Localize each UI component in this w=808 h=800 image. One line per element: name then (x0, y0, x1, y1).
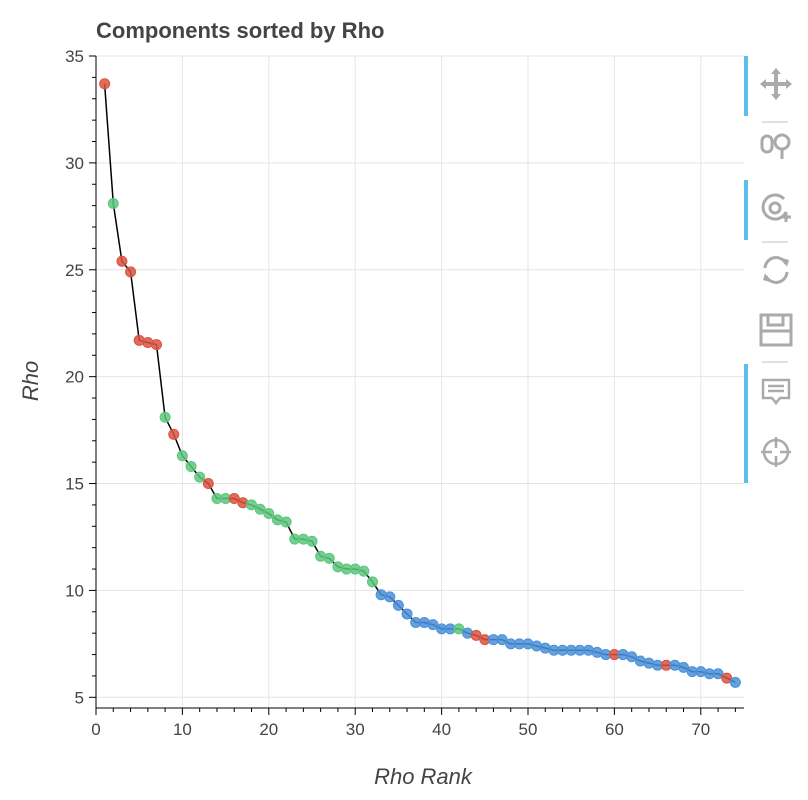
box-zoom-icon (758, 128, 794, 169)
y-tick-label: 20 (65, 368, 84, 387)
data-point-green (280, 516, 292, 528)
data-point-green (306, 535, 318, 547)
chart-plot[interactable]: 5 10 15 20 25 30 35 0 10 20 30 40 50 60 70 Rho Rank Rh… (0, 0, 744, 800)
x-tick-label: 20 (259, 720, 278, 739)
grid-lines (95, 55, 744, 708)
chart-toolbar (744, 56, 804, 496)
toolbar-separator (762, 361, 788, 363)
chart-title: Components sorted by Rho (96, 18, 385, 43)
data-point-red (228, 493, 240, 505)
wheel-zoom-tool-button[interactable] (756, 190, 796, 230)
hover-tool-button[interactable] (756, 374, 796, 414)
x-tick-label: 40 (432, 720, 451, 739)
data-point-blue (427, 619, 439, 631)
data-point-green (107, 198, 119, 210)
data-point-blue (401, 608, 413, 620)
x-axis-label: Rho Rank (374, 764, 473, 789)
hover-active-indicator (744, 364, 748, 483)
toolbar-separator (762, 121, 788, 123)
data-point-blue (678, 661, 690, 673)
x-tick-label: 60 (605, 720, 624, 739)
data-point-green (453, 623, 465, 635)
crosshair-icon (758, 434, 794, 475)
x-tick-label: 50 (519, 720, 538, 739)
data-point-green (246, 499, 258, 511)
pan-tool-button[interactable] (756, 66, 796, 106)
data-point-red (470, 629, 482, 641)
data-point-green (323, 552, 335, 564)
data-points (99, 78, 741, 688)
y-axis-label: Rho (18, 361, 43, 401)
data-point-green (366, 576, 378, 588)
box-zoom-tool-button[interactable] (756, 128, 796, 168)
data-point-green (194, 471, 206, 483)
reset-icon (758, 252, 794, 293)
save-tool-button[interactable] (756, 312, 796, 352)
series-line (103, 83, 736, 683)
wheel-zoom-active-indicator (744, 180, 748, 240)
data-point-red (116, 255, 128, 267)
move-arrows-icon (758, 66, 794, 107)
hover-tooltip-icon (758, 374, 794, 415)
data-point-blue (496, 634, 508, 646)
data-point-blue (392, 599, 404, 611)
save-icon (758, 312, 794, 353)
data-point-red (99, 78, 111, 90)
data-point-red (202, 478, 214, 490)
data-point-blue (626, 651, 638, 663)
data-point-red (168, 428, 180, 440)
y-tick-label: 10 (65, 581, 84, 600)
crosshair-tool-button[interactable] (756, 434, 796, 474)
y-tick-label: 25 (65, 261, 84, 280)
data-point-red (150, 339, 162, 351)
data-point-blue (384, 591, 396, 603)
axes: 5 10 15 20 25 30 35 0 10 20 30 40 50 60 70 (65, 47, 744, 739)
data-point-blue (712, 668, 724, 680)
reset-tool-button[interactable] (756, 252, 796, 292)
data-point-green (185, 460, 197, 472)
rho-line (103, 83, 736, 683)
x-tick-label: 10 (173, 720, 192, 739)
y-tick-label: 5 (75, 688, 84, 707)
x-tick-label: 0 (91, 720, 100, 739)
data-point-green (176, 450, 188, 462)
y-tick-label: 15 (65, 475, 84, 494)
data-point-green (358, 565, 370, 577)
toolbar-separator (762, 241, 788, 243)
data-point-red (721, 672, 733, 684)
data-point-red (125, 266, 137, 278)
y-tick-label: 35 (65, 47, 84, 66)
pan-active-indicator (744, 56, 748, 116)
data-point-blue (729, 676, 741, 688)
y-tick-label: 30 (65, 154, 84, 173)
x-tick-label: 70 (691, 720, 710, 739)
data-point-green (263, 507, 275, 519)
wheel-zoom-icon (758, 190, 794, 231)
data-point-green (254, 503, 266, 515)
data-point-green (159, 411, 171, 423)
x-tick-label: 30 (346, 720, 365, 739)
